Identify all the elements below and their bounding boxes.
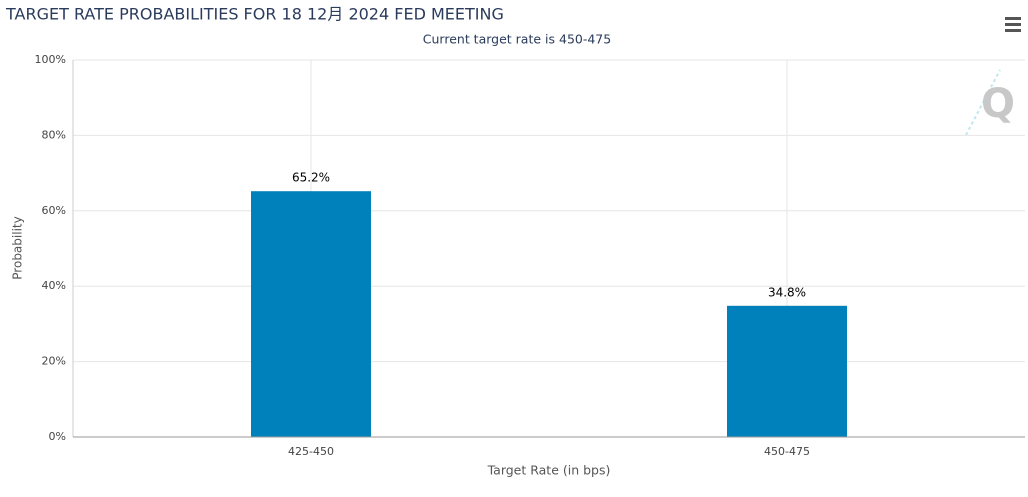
data-label: 65.2% [292,171,330,185]
menu-bar [1005,17,1021,20]
y-tick-label: 60% [42,204,66,217]
chart-subtitle: Current target rate is 450-475 [423,32,611,47]
data-label: 34.8% [768,285,806,299]
x-axis-title: Target Rate (in bps) [487,463,611,478]
x-tick-label: 425-450 [288,445,334,458]
logo: Q [965,69,1015,136]
bar [727,305,847,437]
y-tick-label: 40% [42,279,66,292]
y-tick-label: 80% [42,128,66,141]
chart-title: TARGET RATE PROBABILITIES FOR 18 12月 202… [5,5,504,24]
y-tick-label: 100% [35,53,66,66]
logo-stroke [965,69,1001,136]
menu-button[interactable] [1005,17,1021,32]
x-tick-label: 450-475 [764,445,810,458]
menu-bar [1005,29,1021,32]
bar [251,191,371,437]
y-tick-label: 20% [42,355,66,368]
y-axis-title: Probability [11,216,25,279]
logo-letter: Q [981,81,1015,127]
menu-bar [1005,23,1021,26]
y-tick-label: 0% [49,430,66,443]
